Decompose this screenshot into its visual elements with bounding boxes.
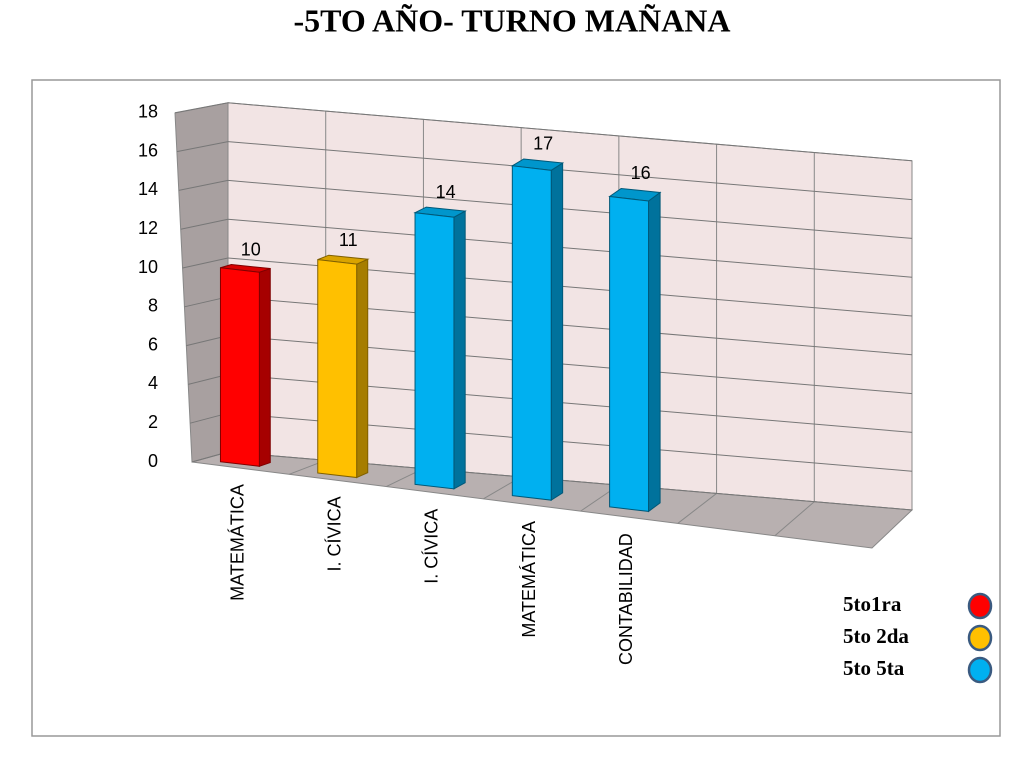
x-tick-label: CONTABILIDAD	[616, 533, 636, 665]
y-tick-label: 6	[148, 334, 158, 354]
bar-front	[511, 165, 552, 501]
legend-label: 5to1ra	[843, 592, 902, 616]
bar-side	[648, 191, 661, 513]
bar-front	[219, 267, 260, 467]
y-tick-label: 12	[138, 218, 158, 238]
data-label: 10	[241, 239, 261, 259]
data-label: 17	[533, 134, 553, 154]
y-tick-label: 10	[138, 257, 158, 277]
y-tick-label: 4	[148, 373, 158, 393]
y-tick-label: 14	[138, 179, 158, 199]
x-tick-label: MATEMÁTICA	[227, 484, 247, 601]
bar	[510, 158, 565, 502]
chart-title: -5TO AÑO- TURNO MAÑANA	[293, 2, 730, 38]
bar-side	[550, 162, 564, 502]
y-tick-label: 0	[148, 451, 158, 471]
chart-frame	[31, 79, 1001, 737]
bar	[219, 264, 271, 467]
legend-label: 5to 5ta	[843, 656, 905, 680]
bar	[608, 187, 662, 513]
data-label: 14	[436, 182, 456, 202]
bar-side	[356, 258, 369, 479]
bar-front	[317, 259, 358, 479]
x-tick-label: I. CÍVICA	[324, 496, 344, 571]
grid-line	[227, 102, 913, 162]
side-grid-line	[178, 179, 229, 191]
legend-swatch	[967, 656, 993, 684]
legend-swatch	[967, 592, 993, 620]
bar-front	[414, 212, 455, 490]
bar-side	[258, 267, 271, 467]
grid-line	[227, 141, 913, 201]
x-tick-label: I. CÍVICA	[422, 509, 442, 584]
floor-divider	[677, 493, 717, 524]
y-tick-label: 8	[148, 296, 158, 316]
side-grid-line	[176, 141, 229, 153]
y-tick-label: 2	[148, 412, 158, 432]
floor-divider	[774, 501, 815, 537]
side-grid-line	[180, 218, 229, 230]
bar	[413, 206, 467, 490]
side-grid-line	[182, 257, 229, 269]
bar-side	[453, 210, 466, 490]
bar	[317, 254, 370, 479]
legend-label: 5to 2da	[843, 624, 909, 648]
grid-line	[227, 218, 913, 278]
legend-swatch	[967, 624, 993, 652]
y-tick-label: 16	[138, 140, 158, 160]
data-label: 11	[339, 230, 358, 250]
bar-front	[609, 195, 650, 512]
data-label: 16	[631, 163, 651, 183]
side-grid-line	[174, 102, 229, 114]
grid-line	[227, 179, 913, 239]
y-tick-label: 18	[138, 102, 158, 122]
x-tick-label: MATEMÁTICA	[519, 521, 539, 638]
